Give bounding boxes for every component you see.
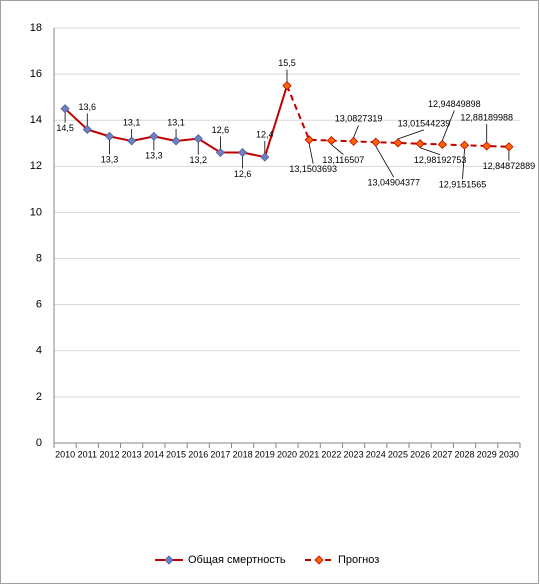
marker <box>504 142 514 152</box>
legend-label: Прогноз <box>338 554 379 566</box>
leader-line <box>308 143 314 164</box>
x-tick-label: 2023 <box>344 449 364 459</box>
y-tick-label: 0 <box>36 437 42 449</box>
leader-line <box>420 147 441 156</box>
x-tick-label: 2022 <box>321 449 341 459</box>
leader-line <box>462 149 465 180</box>
legend-marker <box>314 555 324 565</box>
y-tick-label: 8 <box>36 252 42 264</box>
data-label: 12,9151565 <box>439 180 487 190</box>
x-tick-label: 2017 <box>210 449 230 459</box>
data-label: 13,2 <box>189 155 207 165</box>
x-tick-label: 2021 <box>299 449 319 459</box>
marker <box>104 131 115 141</box>
data-label: 15,5 <box>278 58 296 68</box>
data-label: 13,3 <box>101 155 119 165</box>
x-tick-label: 2024 <box>366 449 386 459</box>
data-label: 13,6 <box>79 102 97 112</box>
data-label: 13,1 <box>167 117 185 127</box>
marker <box>149 131 159 141</box>
data-label: 13,3 <box>145 151 163 161</box>
data-label: 12,98192753 <box>414 155 467 165</box>
data-label: 12,84872889 <box>483 161 536 171</box>
y-tick-label: 10 <box>30 206 42 218</box>
x-tick-label: 2010 <box>55 449 75 459</box>
marker <box>437 139 447 150</box>
y-tick-label: 4 <box>36 345 42 357</box>
marker <box>415 139 425 149</box>
marker <box>260 152 270 162</box>
data-label: 12,94849898 <box>428 99 481 109</box>
x-tick-label: 2011 <box>78 449 97 459</box>
leader-line <box>375 145 395 178</box>
data-label: 13,1503693 <box>289 164 337 174</box>
y-tick-label: 6 <box>36 299 42 311</box>
data-label: 12,6 <box>234 169 252 179</box>
marker <box>482 141 492 151</box>
x-tick-label: 2020 <box>277 449 297 459</box>
marker <box>127 136 137 146</box>
marker <box>215 147 225 158</box>
legend-marker <box>164 555 174 565</box>
x-tick-label: 2014 <box>144 449 164 459</box>
marker <box>60 104 70 114</box>
marker <box>282 81 292 91</box>
data-label: 13,116507 <box>322 155 364 165</box>
leader-line <box>397 129 425 140</box>
x-tick-label: 2013 <box>122 449 142 459</box>
leader-line <box>441 110 455 141</box>
y-tick-label: 18 <box>30 22 42 34</box>
y-tick-label: 12 <box>30 160 42 172</box>
marker <box>304 135 314 145</box>
data-label: 12,4 <box>256 129 274 139</box>
marker <box>82 124 92 135</box>
marker <box>349 136 359 146</box>
legend-label: Общая смертность <box>188 554 286 566</box>
x-tick-label: 2028 <box>455 449 475 459</box>
x-tick-label: 2015 <box>166 449 186 459</box>
data-label: 14,5 <box>56 123 74 133</box>
x-tick-label: 2027 <box>432 449 452 459</box>
data-label: 13,0827319 <box>335 114 383 124</box>
marker <box>393 138 403 148</box>
x-tick-label: 2018 <box>233 449 253 459</box>
data-label: 13,01544239 <box>398 118 451 128</box>
y-tick-label: 2 <box>36 391 42 403</box>
x-tick-label: 2029 <box>477 449 497 459</box>
x-tick-label: 2016 <box>188 449 208 459</box>
leader-line <box>331 144 344 155</box>
data-label: 12,88189988 <box>460 112 513 122</box>
data-label: 13,1 <box>123 117 141 127</box>
series-line <box>286 85 509 148</box>
x-tick-label: 2012 <box>99 449 119 459</box>
y-tick-label: 16 <box>30 68 42 80</box>
x-tick-label: 2030 <box>499 449 519 459</box>
y-tick-label: 14 <box>30 114 42 126</box>
data-label: 12,6 <box>212 125 230 135</box>
x-tick-label: 2019 <box>255 449 275 459</box>
marker <box>171 136 181 146</box>
x-tick-label: 2025 <box>388 449 408 459</box>
data-label: 13,04904377 <box>367 178 420 188</box>
leader-line <box>353 125 359 138</box>
x-tick-label: 2026 <box>410 449 430 459</box>
